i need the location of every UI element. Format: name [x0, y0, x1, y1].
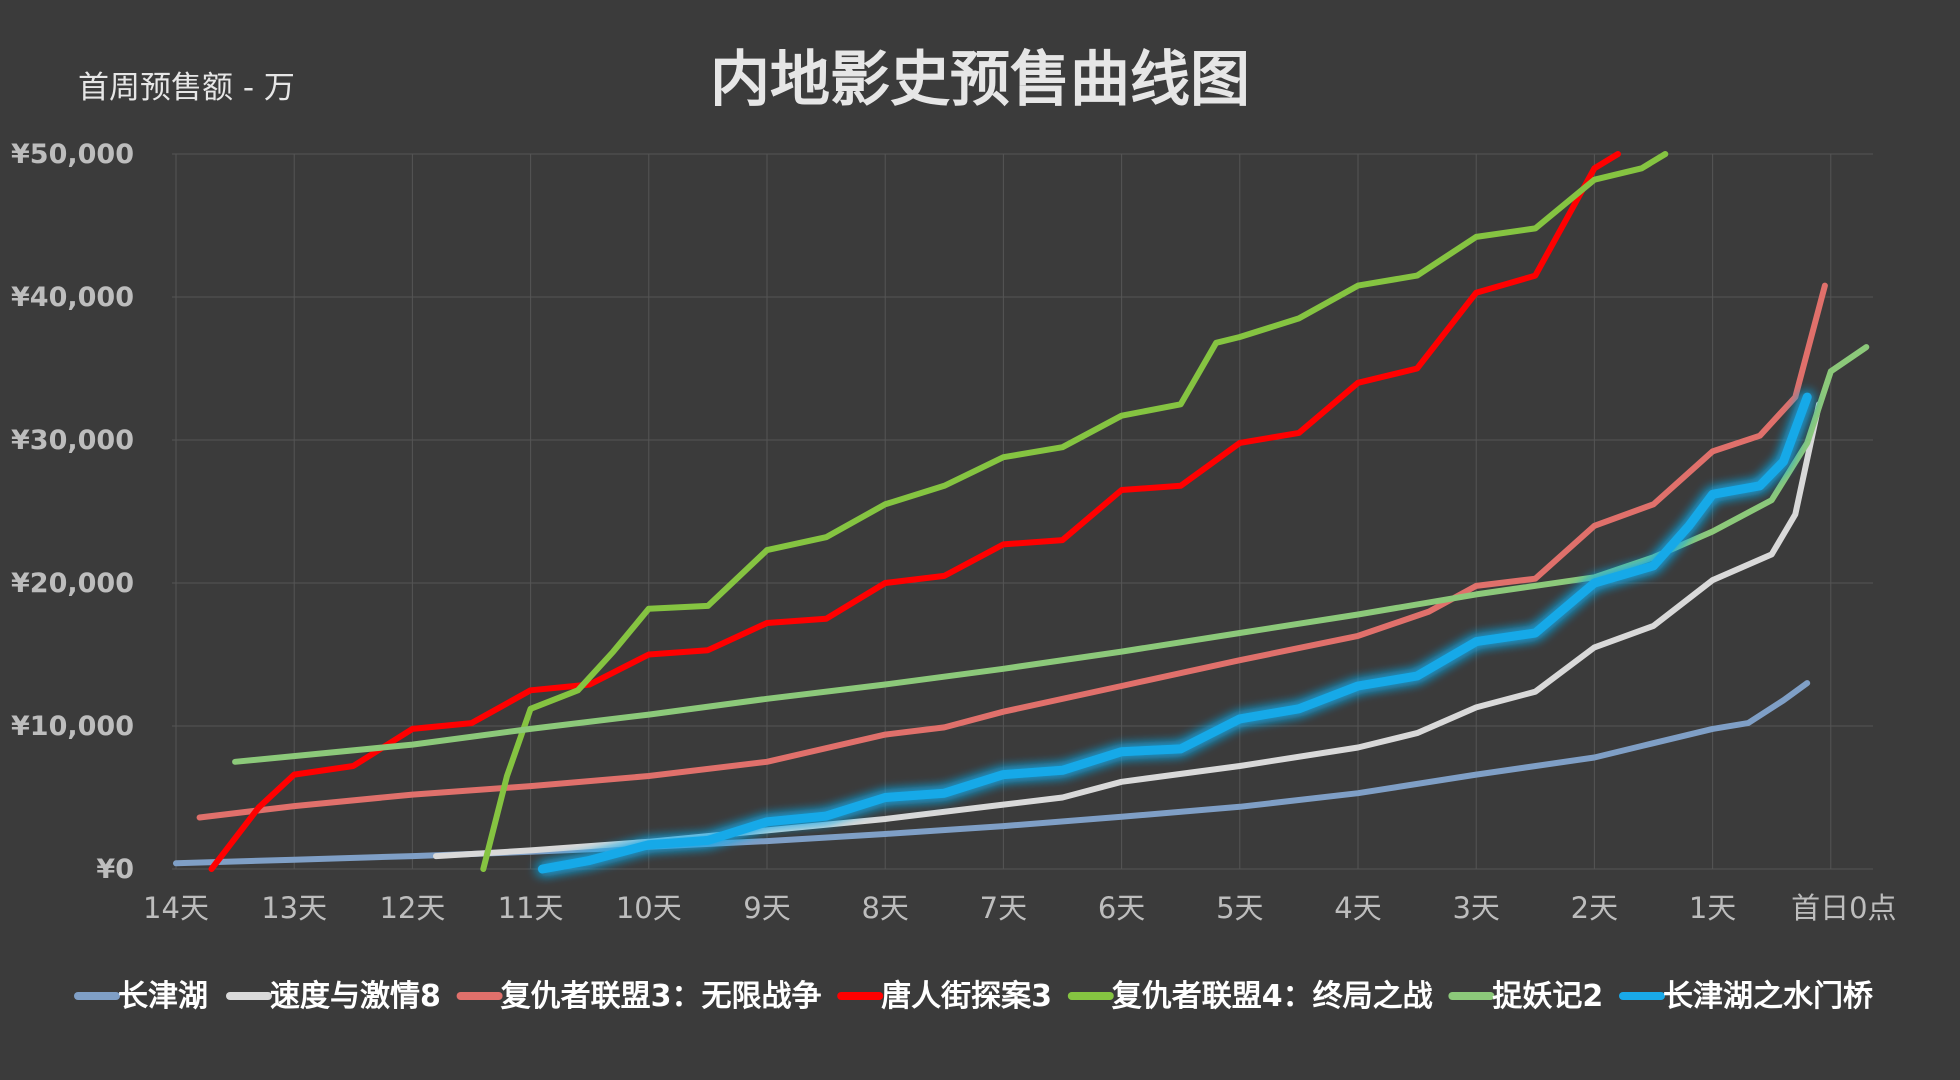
series-line-4 [480, 151, 1669, 872]
x-tick-label: 3天 [1452, 891, 1499, 925]
legend-label: 复仇者联盟3：无限战争 [501, 979, 822, 1014]
series-line-5 [232, 344, 1870, 765]
x-tick-label: 9天 [743, 891, 790, 925]
grid-lines [172, 153, 1873, 870]
x-tick-label: 10天 [616, 891, 682, 925]
series-line-1 [433, 401, 1822, 860]
legend-label: 唐人街探案3 [881, 979, 1052, 1014]
x-tick-label: 13天 [261, 891, 327, 925]
legend-label: 长津湖之水门桥 [1663, 979, 1873, 1014]
x-tick-label: 1天 [1689, 891, 1736, 925]
x-tick-label: 7天 [980, 891, 1027, 925]
x-tick-label: 11天 [498, 891, 564, 925]
y-tick-label: ¥30,000 [11, 425, 134, 456]
x-tick-label: 首日0点 [1791, 891, 1896, 925]
legend-label: 捉妖记2 [1492, 979, 1603, 1014]
legend-label: 速度与激情8 [270, 979, 441, 1014]
series-line-6 [537, 392, 1812, 874]
chart-title: 内地影史预售曲线图 [710, 45, 1250, 115]
x-tick-label: 12天 [379, 891, 445, 925]
x-tick-label: 2天 [1571, 891, 1618, 925]
series-line-2 [196, 282, 1828, 821]
y-axis-ticks: ¥0 ¥10,000 ¥20,000 ¥30,000 ¥40,000 ¥50,000 [11, 139, 134, 885]
legend-label: 复仇者联盟4：终局之战 [1112, 979, 1433, 1014]
y-tick-label: ¥20,000 [11, 568, 134, 599]
series-line-3 [208, 151, 1621, 872]
x-tick-label: 4天 [1334, 891, 1381, 925]
legend-label: 长津湖 [118, 979, 208, 1014]
series-lines [173, 151, 1870, 874]
x-axis-ticks: 14天 13天 12天 11天 10天 9天 8天 7天 6天 5天 4天 3天 2天 1天 首日0点 [143, 891, 1896, 925]
y-axis-label: 首周预售额 - 万 [78, 70, 295, 106]
y-tick-label: ¥0 [96, 854, 134, 885]
y-tick-label: ¥10,000 [11, 711, 134, 742]
x-tick-label: 5天 [1216, 891, 1263, 925]
x-tick-label: 6天 [1098, 891, 1145, 925]
x-tick-label: 8天 [861, 891, 908, 925]
y-tick-label: ¥50,000 [11, 139, 134, 170]
legend: 长津湖 速度与激情8 复仇者联盟3：无限战争 唐人街探案3 复仇者联盟4：终局之战 捉妖记… [74, 979, 1873, 1014]
y-tick-label: ¥40,000 [11, 282, 134, 313]
x-tick-label: 14天 [143, 891, 209, 925]
